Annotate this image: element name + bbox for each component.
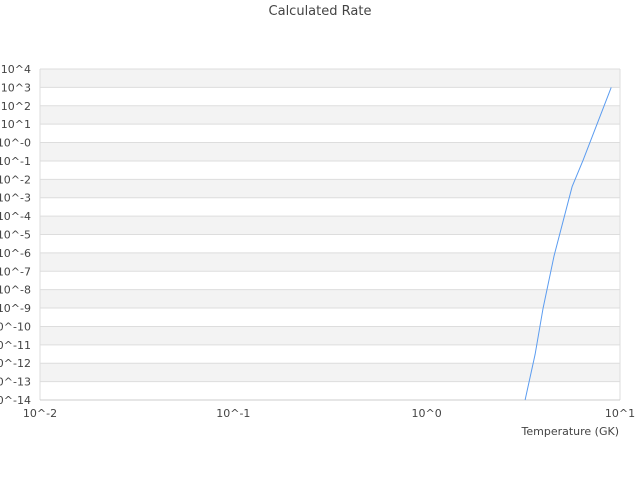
y-tick-label: 10^4 bbox=[1, 63, 31, 76]
y-tick-label: 10^1 bbox=[1, 118, 31, 131]
grid-band bbox=[40, 363, 620, 382]
x-tick-label: 10^-2 bbox=[23, 407, 57, 420]
y-tick-label: 10^-6 bbox=[0, 247, 31, 260]
grid-band bbox=[40, 216, 620, 235]
grid-band bbox=[40, 252, 620, 272]
y-tick-label: 10^-0 bbox=[0, 137, 31, 150]
x-tick-label: 10^0 bbox=[412, 407, 442, 420]
grid-band bbox=[40, 234, 620, 253]
grid-band bbox=[40, 160, 620, 180]
grid-band bbox=[40, 69, 620, 88]
grid-band bbox=[40, 308, 620, 327]
x-tick-label: 10^-1 bbox=[216, 407, 250, 420]
y-tick-label: 10^-12 bbox=[0, 357, 31, 370]
grid-band bbox=[40, 142, 620, 161]
series-line bbox=[524, 87, 612, 401]
grid-band bbox=[40, 197, 620, 217]
y-tick-label: 10^2 bbox=[1, 100, 31, 113]
grid-band bbox=[40, 124, 620, 143]
grid-band bbox=[40, 381, 620, 400]
y-tick-label: 10^3 bbox=[1, 81, 31, 94]
y-tick-label: 10^-5 bbox=[0, 229, 31, 242]
grid-band bbox=[40, 344, 620, 364]
grid-band bbox=[40, 105, 620, 125]
grid-band bbox=[40, 289, 620, 309]
y-tick-label: 10^-4 bbox=[0, 210, 31, 223]
y-tick-label: 10^-2 bbox=[0, 173, 31, 186]
x-tick-label: 10^1 bbox=[605, 407, 635, 420]
y-tick-label: 10^-1 bbox=[0, 155, 31, 168]
chart-title: Calculated Rate bbox=[268, 4, 372, 19]
y-tick-label: 10^-3 bbox=[0, 192, 31, 205]
y-tick-label: 10^-9 bbox=[0, 302, 31, 315]
grid-band bbox=[40, 271, 620, 290]
y-tick-label: 10^-10 bbox=[0, 320, 31, 333]
y-tick-label: 10^-13 bbox=[0, 376, 31, 389]
y-tick-label: 10^-7 bbox=[0, 265, 31, 278]
x-axis-label: Temperature (GK) bbox=[521, 425, 620, 438]
grid-band bbox=[40, 179, 620, 198]
grid-band bbox=[40, 326, 620, 345]
y-tick-label: 10^-11 bbox=[0, 339, 31, 352]
y-tick-label: 10^-8 bbox=[0, 284, 31, 297]
y-tick-label: 10^-14 bbox=[0, 394, 31, 407]
grid-band bbox=[40, 87, 620, 106]
